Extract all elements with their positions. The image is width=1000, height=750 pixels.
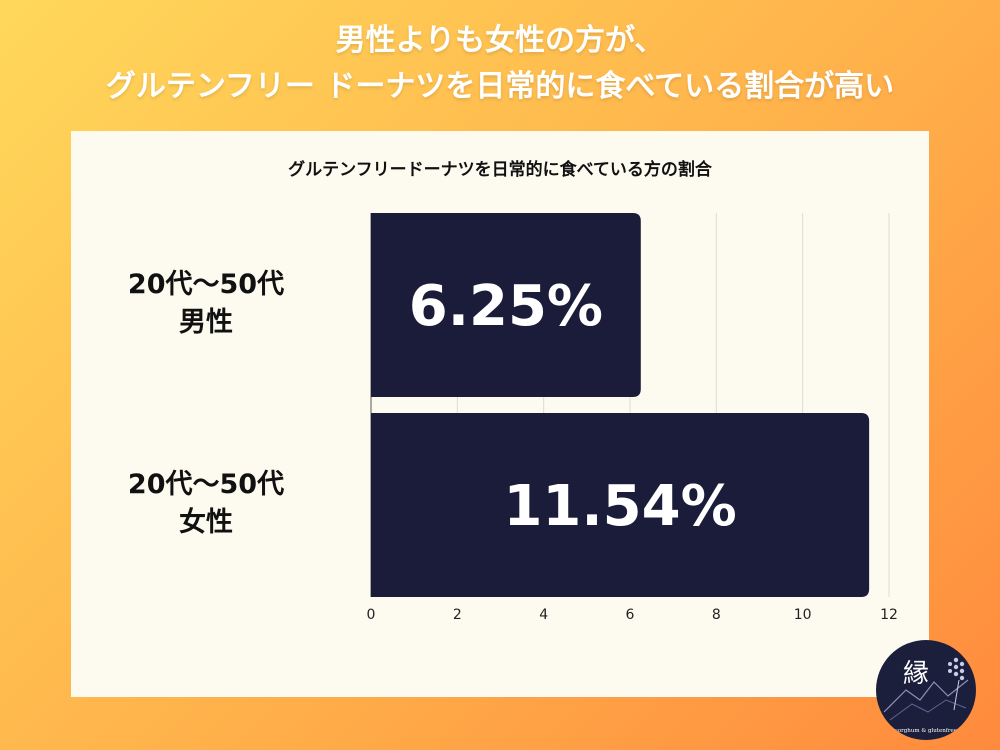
category-label-male-line-2: 男性 xyxy=(179,307,233,338)
brand-logo: 縁 sorghum & glutenfree xyxy=(876,640,976,740)
category-label-female-line-2: 女性 xyxy=(179,507,233,538)
category-label-male-line-1: 20代〜50代 xyxy=(127,269,285,300)
headline-line-2: グルテンフリー ドーナツを日常的に食べている割合が高い xyxy=(105,69,895,104)
brand-logo-caption: sorghum & glutenfree xyxy=(895,728,957,734)
x-tick-label-10: 10 xyxy=(794,607,812,623)
x-tick-label-2: 2 xyxy=(453,607,462,623)
x-tick-label-12: 12 xyxy=(880,607,898,623)
brand-logo-graphic: 縁 sorghum & glutenfree xyxy=(883,657,969,734)
brand-logo-mark: 縁 xyxy=(903,659,929,689)
category-label-female-line-1: 20代〜50代 xyxy=(127,469,285,500)
x-tick-label-8: 8 xyxy=(712,607,721,623)
headline-line-1: 男性よりも女性の方が、 xyxy=(335,23,665,58)
data-label-male: 6.25% xyxy=(409,274,603,339)
category-label-male: 20代〜50代 男性 xyxy=(91,266,321,342)
bar-chart: 0 2 4 6 8 10 12 6.25% 11.54% xyxy=(367,213,898,623)
x-tick-label-4: 4 xyxy=(539,607,548,623)
bar-male xyxy=(371,213,641,397)
headline: 男性よりも女性の方が、 グルテンフリー ドーナツを日常的に食べている割合が高い xyxy=(0,18,1000,110)
x-tick-label-0: 0 xyxy=(367,607,376,623)
chart-title: グルテンフリードーナツを日常的に食べている方の割合 xyxy=(288,160,712,180)
category-label-female: 20代〜50代 女性 xyxy=(91,466,321,542)
x-tick-label-6: 6 xyxy=(626,607,635,623)
data-label-female: 11.54% xyxy=(503,474,736,539)
chart-panel: グルテンフリードーナツを日常的に食べている方の割合 20代〜50代 男性 20代… xyxy=(71,131,929,697)
bar-female xyxy=(371,413,870,597)
